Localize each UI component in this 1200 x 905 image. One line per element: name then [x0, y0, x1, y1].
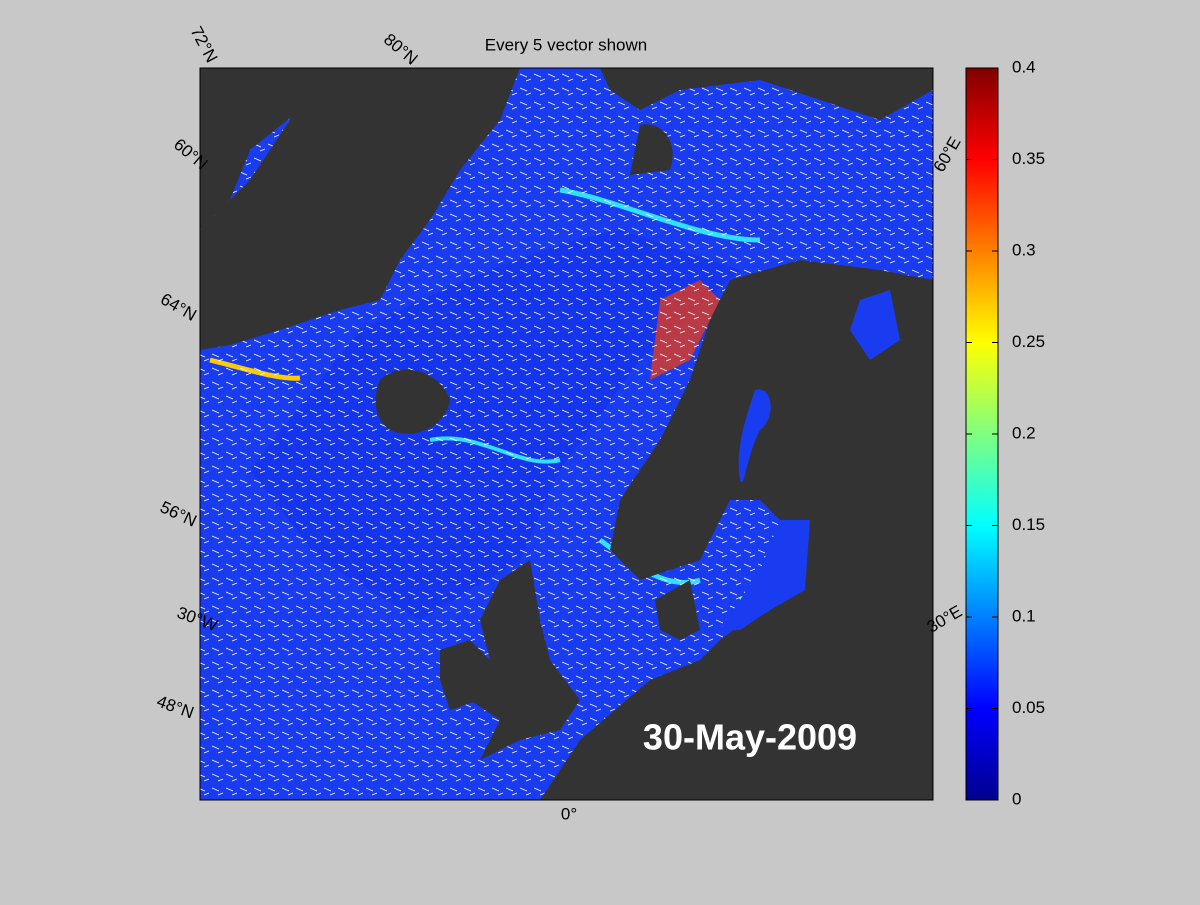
colorbar-tick-label: 0.15: [1012, 515, 1045, 534]
graticule-label: 72°N: [187, 23, 222, 65]
map-frame: [199, 67, 934, 801]
colorbar-tick-label: 0.2: [1012, 423, 1036, 442]
graticule-label: 56°N: [157, 497, 199, 530]
graticule-label: 0°: [561, 804, 577, 823]
colorbar-tick-label: 0.25: [1012, 332, 1045, 351]
colorbar-tick-label: 0.3: [1012, 240, 1036, 259]
colorbar-tick-label: 0.35: [1012, 149, 1045, 168]
graticule-label: 64°N: [157, 289, 199, 324]
colorbar-tick-label: 0.05: [1012, 698, 1045, 717]
graticule-label: 60°E: [930, 134, 965, 176]
colorbar-tick-label: 0.1: [1012, 606, 1036, 625]
graticule-label: 48°N: [154, 692, 196, 723]
colorbar-tick-label: 0.4: [1012, 57, 1036, 76]
graticule-label: 80°N: [380, 30, 421, 69]
title: Every 5 vector shown: [485, 35, 648, 54]
date-label: 30-May-2009: [643, 717, 857, 758]
colorbar-tick-label: 0: [1012, 789, 1021, 808]
map: [200, 68, 933, 800]
colorbar-ticks: 0 0.05 0.1 0.15 0.2 0.25 0.3 0.35 0.4: [966, 57, 1045, 808]
